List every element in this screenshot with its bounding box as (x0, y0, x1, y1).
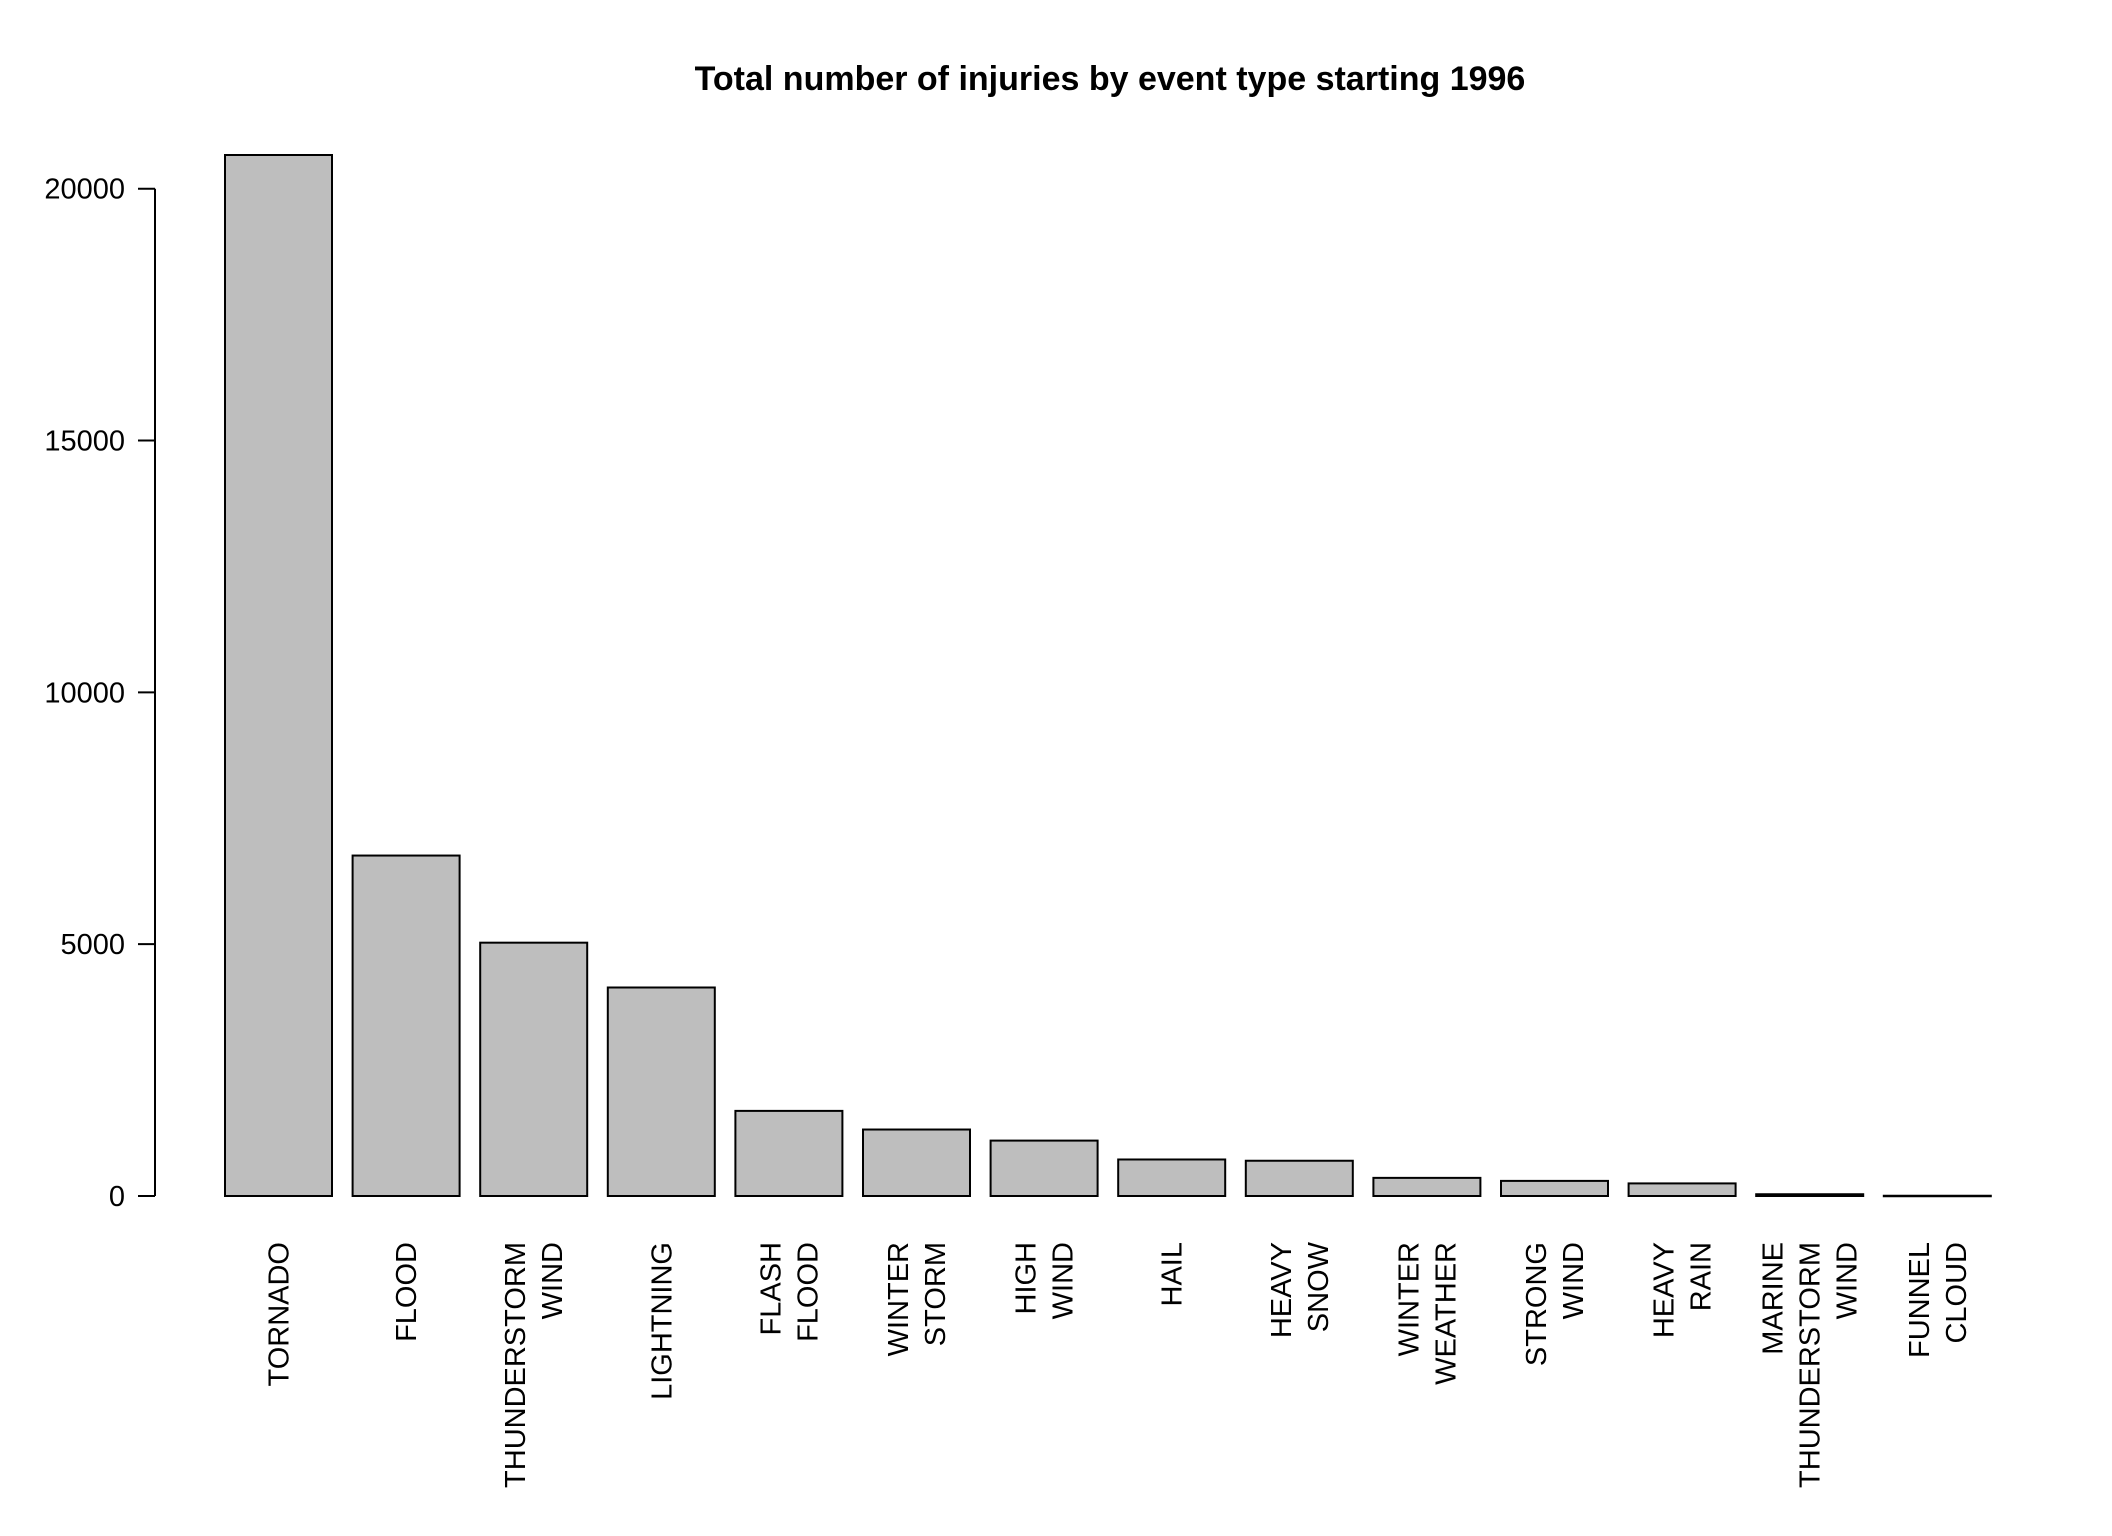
category-label: FLASH (755, 1242, 787, 1335)
bar (734, 1109, 844, 1198)
chart-title: Total number of injuries by event type s… (695, 60, 1526, 98)
category-label: WIND (537, 1242, 569, 1319)
bar (1244, 1159, 1354, 1197)
y-tick-label: 10000 (44, 677, 125, 709)
category-labels: TORNADO FLOOD THUNDERSTORM WIND LIGHTNING FLA… (264, 1241, 1973, 1488)
bar (479, 941, 589, 1197)
category-label: HEAVY (1649, 1242, 1681, 1338)
bar (1117, 1158, 1227, 1197)
category-label: THUNDERSTORM (500, 1242, 532, 1488)
bar (1372, 1176, 1482, 1198)
category-label: MARINE (1758, 1242, 1790, 1355)
bars-group (224, 154, 1992, 1198)
bar (224, 154, 333, 1197)
category-label: LIGHTNING (646, 1242, 678, 1400)
category-label: HEAVY (1266, 1242, 1298, 1338)
y-tick-label: 20000 (44, 174, 125, 206)
category-label: WINTER (1393, 1242, 1425, 1356)
bar (1500, 1179, 1609, 1197)
bar (989, 1139, 1099, 1197)
category-label: HIGH (1011, 1242, 1043, 1315)
category-label: STRONG (1521, 1242, 1553, 1366)
category-label: CLOUD (1941, 1242, 1973, 1344)
category-label: FLOOD (792, 1242, 824, 1342)
bar (1882, 1194, 1992, 1198)
category-label: HAIL (1157, 1242, 1189, 1306)
category-label: WEATHER (1430, 1242, 1462, 1385)
category-label: STORM (920, 1242, 952, 1346)
y-axis-ticks: 0 5000 10000 15000 20000 (44, 174, 155, 1213)
category-label: WINTER (883, 1242, 915, 1356)
category-label: THUNDERSTORM (1795, 1242, 1827, 1488)
category-label: RAIN (1686, 1242, 1718, 1311)
category-label: FLOOD (391, 1242, 423, 1342)
y-tick-label: 15000 (44, 426, 125, 458)
category-label: FUNNEL (1904, 1242, 1936, 1358)
bar (862, 1128, 971, 1197)
y-tick-label: 0 (109, 1181, 125, 1213)
category-label: TORNADO (264, 1242, 296, 1386)
bar (1755, 1193, 1865, 1198)
category-label: SNOW (1303, 1241, 1335, 1332)
category-label: WIND (1558, 1242, 1590, 1319)
bar (606, 986, 716, 1197)
bar (1627, 1182, 1737, 1198)
category-label: WIND (1048, 1242, 1080, 1319)
category-label: WIND (1832, 1242, 1864, 1319)
y-tick-label: 5000 (60, 929, 125, 961)
bar (351, 854, 461, 1197)
